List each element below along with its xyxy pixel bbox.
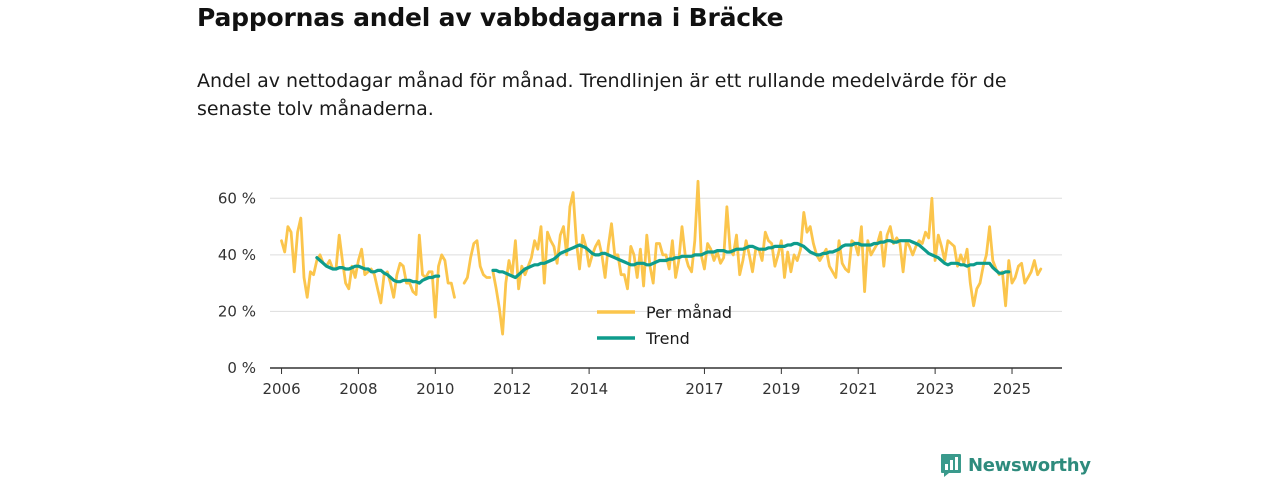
legend-label-per-manad: Per månad (646, 303, 732, 322)
x-tick-label: 2014 (570, 380, 608, 398)
x-tick-label: 2021 (839, 380, 877, 398)
newsworthy-logo: Newsworthy (940, 452, 1091, 478)
x-tick-label: 2025 (993, 380, 1031, 398)
x-tick-label: 2010 (416, 380, 454, 398)
chart-title: Pappornas andel av vabbdagarna i Bräcke (197, 3, 784, 32)
chart-subtitle: Andel av nettodagar månad för månad. Tre… (197, 70, 1007, 120)
trend-line-segment-1 (491, 239, 1011, 280)
legend-label-trend: Trend (645, 329, 690, 348)
newsworthy-logo-icon (941, 454, 961, 477)
series-trend (315, 239, 1011, 285)
trend-line-segment-0 (315, 256, 441, 285)
x-tick-label: 2019 (762, 380, 800, 398)
x-tick-label: 2008 (339, 380, 377, 398)
y-tick-label: 60 % (218, 189, 256, 207)
legend: Per månad Trend (597, 303, 732, 348)
x-tick-label: 2006 (262, 380, 300, 398)
y-tick-label: 40 % (218, 246, 256, 264)
x-tick-label: 2012 (493, 380, 531, 398)
series-lines (280, 179, 1043, 336)
y-tick-label: 20 % (218, 302, 256, 320)
y-axis-labels: 0 % 20 % 40 % 60 % (218, 189, 256, 377)
x-tick-label: 2017 (685, 380, 723, 398)
newsworthy-logo-text: Newsworthy (968, 454, 1091, 476)
per-manad-line-segment-2 (491, 179, 1043, 336)
per-manad-line-segment-1 (462, 239, 492, 285)
x-axis: 2006 2008 2010 2012 2014 2017 2019 2021 2023 2025 (262, 367, 1062, 398)
x-tick-label: 2023 (916, 380, 954, 398)
y-tick-label: 0 % (227, 359, 256, 377)
